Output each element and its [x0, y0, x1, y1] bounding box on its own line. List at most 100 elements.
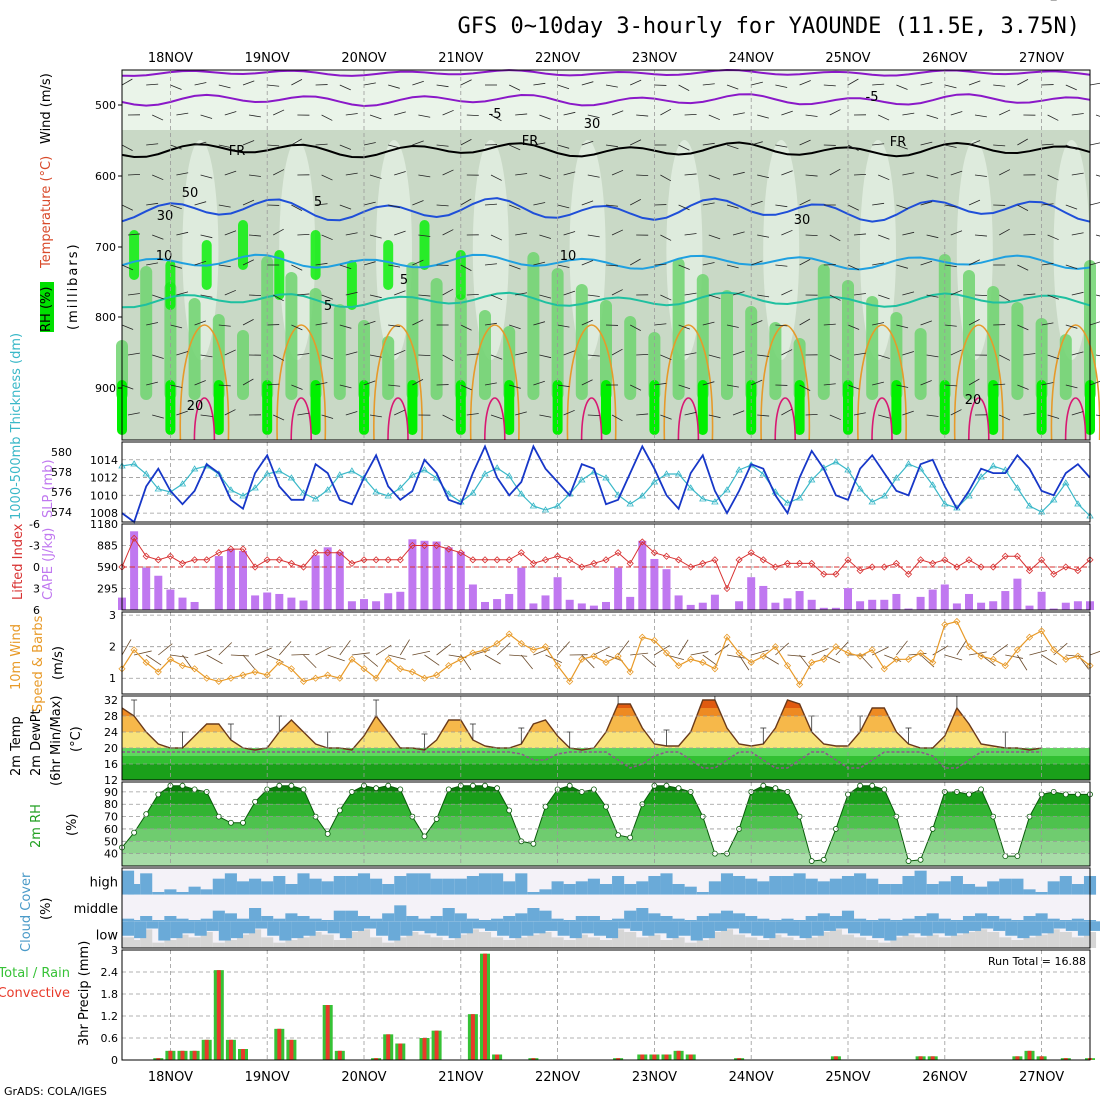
wind-barb [509, 264, 521, 270]
precip-tick-label: 2.4 [101, 966, 119, 979]
cloud-low-top [170, 921, 183, 939]
temp2m-label: 2m Temp [9, 716, 24, 776]
wind-barb [726, 654, 745, 659]
wind-barb [605, 84, 618, 88]
wind-barb [273, 354, 285, 361]
cloud-cover-bar [672, 884, 685, 895]
cloud-cover-bar [503, 940, 516, 948]
wind-barb [557, 384, 570, 388]
wind-barb [394, 230, 406, 236]
cloud-low-top [920, 921, 933, 936]
wind-barb [847, 264, 860, 271]
wind-barb [611, 289, 623, 296]
cloud-cover-bar [648, 913, 661, 922]
cloud-cover-bar [128, 920, 141, 922]
cloud-low-top [230, 921, 243, 939]
rh-marker [1014, 853, 1021, 860]
wind-speed-marker [904, 655, 913, 663]
contour-label: 5 [400, 273, 408, 288]
wind-barb [896, 324, 909, 329]
top-date-label: 19NOV [245, 51, 290, 66]
thickness-marker [626, 500, 634, 507]
cape-bar [880, 599, 889, 610]
wind-barb [509, 384, 521, 389]
cloud-cover-bar [926, 884, 939, 895]
wind-barb [152, 294, 164, 300]
cloud-low-top [364, 921, 377, 929]
wind-speed-marker [856, 652, 864, 660]
wind-barb [127, 412, 140, 416]
cape-bar [481, 601, 489, 610]
wind-barb [1065, 264, 1078, 270]
wind-barb [297, 233, 310, 236]
lifted-index-marker [142, 552, 150, 560]
wind-barb [920, 320, 933, 326]
cloud-cover-bar [382, 884, 395, 895]
wind-barb [775, 204, 788, 208]
wind-barb [1023, 293, 1036, 296]
wind-barb [974, 174, 987, 177]
precip-convective-bar [168, 1050, 173, 1060]
wind-speed-marker [1062, 655, 1070, 663]
total-rain-label: Total / Rain [0, 966, 70, 981]
thickness-marker [650, 478, 659, 485]
wind-barb [974, 114, 987, 118]
wind-barb [1065, 324, 1078, 329]
wind-barb [291, 138, 302, 146]
wind-barb [563, 350, 575, 356]
wind-barb [896, 144, 908, 150]
wind-barb [581, 319, 593, 326]
wind-barb [484, 322, 497, 326]
wind-barb [388, 84, 400, 89]
lifted-index-marker [662, 552, 671, 560]
wind-barb [678, 84, 690, 91]
cloud-low-top [1041, 921, 1054, 934]
wind-barb [315, 262, 328, 266]
lifted-index-marker [1001, 552, 1009, 560]
wind-barb [394, 349, 406, 356]
wind-barb [829, 414, 842, 421]
wind-barb [781, 110, 793, 116]
li-tick-label: 0 [33, 561, 40, 574]
temp-contour-20 [179, 324, 230, 441]
pressure-tick-label: 500 [95, 99, 116, 112]
wind-speed-marker [929, 658, 937, 667]
rh-marker [469, 782, 476, 789]
precip-unit-label: 3hr Precip (mm) [77, 941, 92, 1046]
wind-barb [926, 354, 939, 358]
precip-convective-bar [228, 1039, 233, 1060]
wind-barb [146, 202, 159, 206]
lifted-index-marker [1025, 567, 1034, 575]
wind-barb [999, 228, 1010, 236]
rh-tick-label: 90 [104, 786, 118, 799]
wind-barb [1095, 294, 1100, 297]
cloud-cover-bar [503, 881, 516, 895]
precip-convective-bar [688, 1054, 693, 1060]
lifted-index-marker [1062, 563, 1070, 571]
slp-tick-label: 1012 [90, 472, 118, 485]
wind-barb [1095, 234, 1100, 237]
wind-speed-marker [505, 630, 513, 638]
lifted-index-marker [166, 552, 174, 560]
thickness-marker [856, 485, 864, 492]
precip-convective-bar [1063, 1058, 1068, 1060]
rh-tick-label: 40 [104, 848, 118, 861]
lifted-index-marker [771, 563, 779, 571]
wind-speed-marker [832, 643, 840, 651]
wind-barb [278, 641, 292, 656]
wind-speed-marker [1025, 633, 1034, 641]
wind-speed-marker [662, 649, 671, 657]
cloud-cover-bar [503, 916, 516, 922]
cloud-cover-bar [962, 884, 976, 895]
cloud-cover-bar [515, 873, 528, 895]
wind-barb [636, 413, 649, 416]
cloud-low-top [485, 921, 498, 931]
wind-barb [273, 228, 284, 236]
cloud-cover-bar [854, 873, 867, 895]
cape-bar [1013, 578, 1022, 610]
wind-barb [315, 382, 328, 386]
wind-barb [829, 294, 841, 301]
wind-barb [968, 319, 980, 326]
lifted-index-marker [263, 556, 271, 564]
wind-barb [369, 174, 382, 179]
